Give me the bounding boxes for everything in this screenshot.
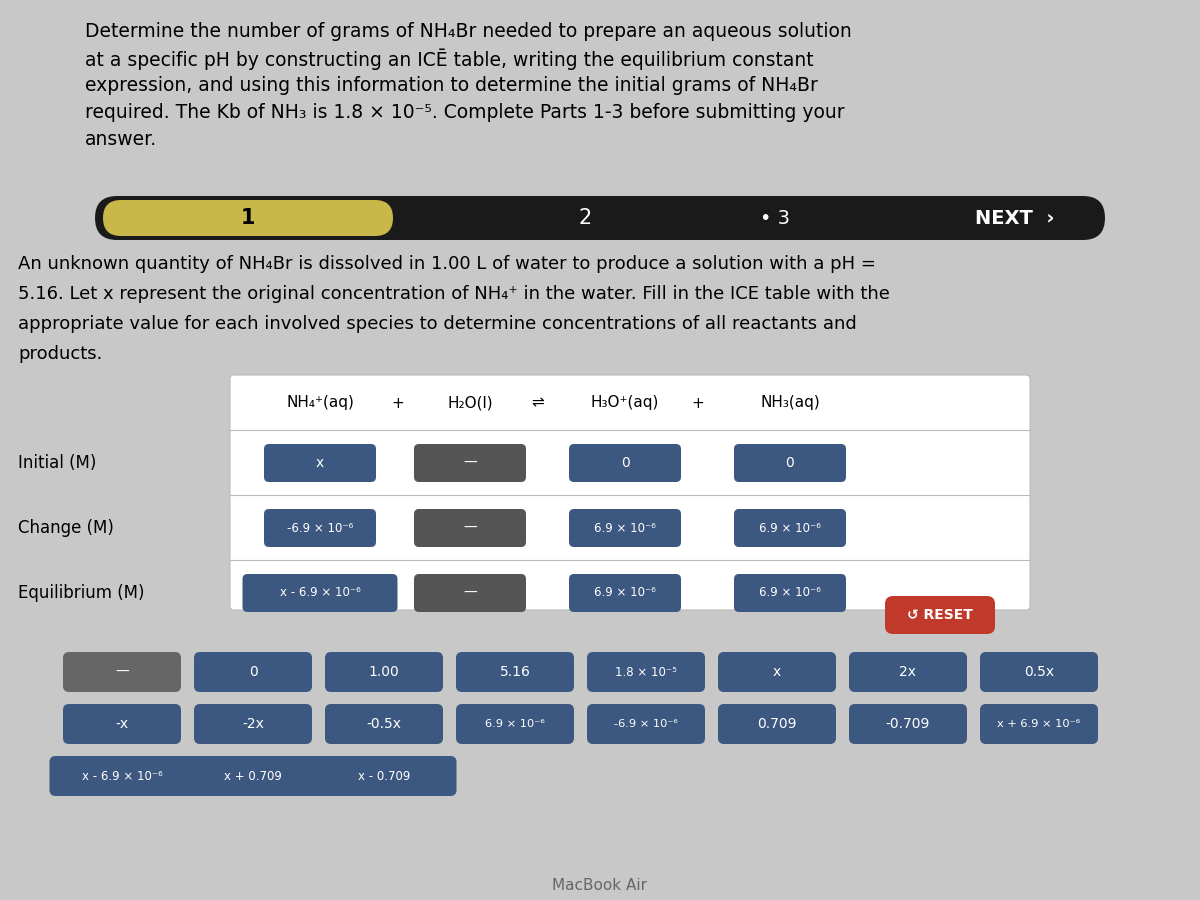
Text: 0: 0 (786, 456, 794, 470)
FancyBboxPatch shape (312, 756, 456, 796)
Text: Determine the number of grams of NH₄Br needed to prepare an aqueous solution: Determine the number of grams of NH₄Br n… (85, 22, 852, 41)
Text: x + 6.9 × 10⁻⁶: x + 6.9 × 10⁻⁶ (997, 719, 1080, 729)
Text: 0.5x: 0.5x (1024, 665, 1054, 679)
FancyBboxPatch shape (980, 652, 1098, 692)
Text: 5.16. Let x represent the original concentration of NH₄⁺ in the water. Fill in t: 5.16. Let x represent the original conce… (18, 285, 890, 303)
Text: 6.9 × 10⁻⁶: 6.9 × 10⁻⁶ (485, 719, 545, 729)
Text: 1.8 × 10⁻⁵: 1.8 × 10⁻⁵ (616, 665, 677, 679)
FancyBboxPatch shape (456, 652, 574, 692)
FancyBboxPatch shape (850, 652, 967, 692)
FancyBboxPatch shape (325, 652, 443, 692)
FancyBboxPatch shape (194, 652, 312, 692)
Text: Equilibrium (M): Equilibrium (M) (18, 584, 144, 602)
FancyBboxPatch shape (264, 509, 376, 547)
Text: 2: 2 (578, 208, 592, 228)
Text: 0.709: 0.709 (757, 717, 797, 731)
FancyBboxPatch shape (95, 196, 1105, 240)
Text: 6.9 × 10⁻⁶: 6.9 × 10⁻⁶ (760, 521, 821, 535)
FancyBboxPatch shape (49, 756, 194, 796)
Text: required. The Kb of NH₃ is 1.8 × 10⁻⁵. Complete Parts 1-3 before submitting your: required. The Kb of NH₃ is 1.8 × 10⁻⁵. C… (85, 103, 845, 122)
Text: —: — (463, 521, 476, 535)
FancyBboxPatch shape (886, 596, 995, 634)
Text: 6.9 × 10⁻⁶: 6.9 × 10⁻⁶ (760, 587, 821, 599)
Text: x: x (316, 456, 324, 470)
Text: ⇌: ⇌ (532, 395, 545, 410)
Text: • 3: • 3 (760, 209, 790, 228)
Text: Initial (M): Initial (M) (18, 454, 96, 472)
Text: -0.709: -0.709 (886, 717, 930, 731)
Text: H₂O(l): H₂O(l) (448, 395, 493, 410)
FancyBboxPatch shape (230, 375, 1030, 610)
Text: ↺ RESET: ↺ RESET (907, 608, 973, 622)
FancyBboxPatch shape (569, 509, 682, 547)
FancyBboxPatch shape (980, 704, 1098, 744)
Text: —: — (463, 586, 476, 600)
FancyBboxPatch shape (569, 444, 682, 482)
Text: —: — (463, 456, 476, 470)
FancyBboxPatch shape (242, 574, 397, 612)
FancyBboxPatch shape (64, 704, 181, 744)
Text: 5.16: 5.16 (499, 665, 530, 679)
Text: 2x: 2x (900, 665, 917, 679)
FancyBboxPatch shape (850, 704, 967, 744)
FancyBboxPatch shape (264, 444, 376, 482)
Text: MacBook Air: MacBook Air (552, 878, 648, 893)
Text: products.: products. (18, 345, 102, 363)
FancyBboxPatch shape (414, 444, 526, 482)
Text: NH₄⁺(aq): NH₄⁺(aq) (286, 395, 354, 410)
FancyBboxPatch shape (414, 509, 526, 547)
FancyBboxPatch shape (587, 652, 706, 692)
FancyBboxPatch shape (718, 704, 836, 744)
FancyBboxPatch shape (587, 704, 706, 744)
Text: NEXT  ›: NEXT › (976, 209, 1055, 228)
FancyBboxPatch shape (734, 574, 846, 612)
Text: +: + (391, 395, 404, 410)
FancyBboxPatch shape (569, 574, 682, 612)
Text: -0.5x: -0.5x (366, 717, 402, 731)
Text: 1.00: 1.00 (368, 665, 400, 679)
Text: x - 6.9 × 10⁻⁶: x - 6.9 × 10⁻⁶ (82, 770, 162, 782)
FancyBboxPatch shape (734, 444, 846, 482)
Text: -x: -x (115, 717, 128, 731)
Text: +: + (691, 395, 704, 410)
FancyBboxPatch shape (180, 756, 325, 796)
Text: x - 0.709: x - 0.709 (358, 770, 410, 782)
Text: -6.9 × 10⁻⁶: -6.9 × 10⁻⁶ (287, 521, 353, 535)
Text: 0: 0 (620, 456, 629, 470)
FancyBboxPatch shape (718, 652, 836, 692)
Text: answer.: answer. (85, 130, 157, 149)
FancyBboxPatch shape (64, 652, 181, 692)
FancyBboxPatch shape (103, 200, 394, 236)
FancyBboxPatch shape (734, 509, 846, 547)
Text: at a specific pH by constructing an ICĒ table, writing the equilibrium constant: at a specific pH by constructing an ICĒ … (85, 49, 814, 70)
FancyBboxPatch shape (456, 704, 574, 744)
Text: 6.9 × 10⁻⁶: 6.9 × 10⁻⁶ (594, 521, 656, 535)
Text: —: — (115, 665, 128, 679)
Text: expression, and using this information to determine the initial grams of NH₄Br: expression, and using this information t… (85, 76, 818, 95)
Text: -6.9 × 10⁻⁶: -6.9 × 10⁻⁶ (614, 719, 678, 729)
Text: -2x: -2x (242, 717, 264, 731)
Text: Change (M): Change (M) (18, 519, 114, 537)
Text: x: x (773, 665, 781, 679)
Text: NH₃(aq): NH₃(aq) (760, 395, 820, 410)
Text: 0: 0 (248, 665, 257, 679)
FancyBboxPatch shape (325, 704, 443, 744)
Text: x + 0.709: x + 0.709 (224, 770, 282, 782)
FancyBboxPatch shape (414, 574, 526, 612)
Text: appropriate value for each involved species to determine concentrations of all r: appropriate value for each involved spec… (18, 315, 857, 333)
Text: x - 6.9 × 10⁻⁶: x - 6.9 × 10⁻⁶ (280, 587, 360, 599)
Text: 1: 1 (241, 208, 256, 228)
Text: An unknown quantity of NH₄Br is dissolved in 1.00 L of water to produce a soluti: An unknown quantity of NH₄Br is dissolve… (18, 255, 876, 273)
FancyBboxPatch shape (194, 704, 312, 744)
Text: H₃O⁺(aq): H₃O⁺(aq) (590, 395, 659, 410)
Text: 6.9 × 10⁻⁶: 6.9 × 10⁻⁶ (594, 587, 656, 599)
